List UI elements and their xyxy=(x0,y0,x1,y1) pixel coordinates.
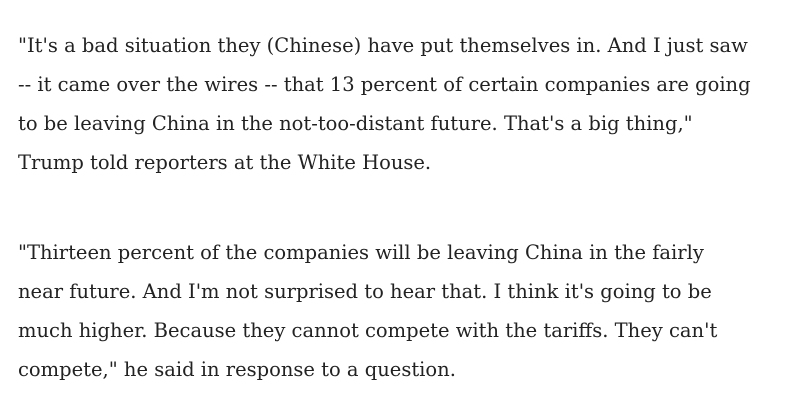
text-line: "Thirteen percent of the companies will … xyxy=(18,241,704,264)
text-line: compete," he said in response to a quest… xyxy=(18,358,456,381)
paragraph: "Thirteen percent of the companies will … xyxy=(18,233,797,389)
paragraph: "It's a bad situation they (Chinese) hav… xyxy=(18,26,797,182)
text-line: Trump told reporters at the White House. xyxy=(18,151,432,174)
text-line: "It's a bad situation they (Chinese) hav… xyxy=(18,34,748,57)
text-line: -- it came over the wires -- that 13 per… xyxy=(18,73,751,96)
text-line: near future. And I'm not surprised to he… xyxy=(18,280,712,303)
text-line: to be leaving China in the not-too-dista… xyxy=(18,112,693,135)
text-line: much higher. Because they cannot compete… xyxy=(18,319,718,342)
